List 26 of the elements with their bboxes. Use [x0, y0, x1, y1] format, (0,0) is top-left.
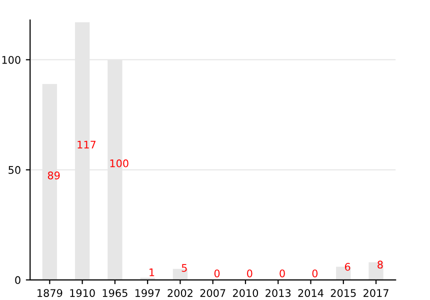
data-label: 0: [247, 269, 252, 278]
bar: [368, 262, 384, 280]
data-label: 100: [110, 159, 128, 168]
y-tick-label: 0: [15, 276, 20, 284]
x-tick-label: 2017: [364, 289, 388, 297]
x-tick-label: 1997: [135, 289, 160, 297]
data-label: 0: [280, 269, 285, 278]
data-label: 0: [312, 269, 318, 278]
x-tick-label: 1879: [38, 289, 62, 297]
x-tick-label: 2013: [266, 289, 291, 297]
x-tick-label: 2014: [298, 289, 324, 297]
data-label: 1: [150, 268, 154, 276]
x-tick-label: 2007: [200, 289, 226, 297]
data-label: 5: [182, 264, 187, 272]
y-tick-label: 100: [2, 56, 20, 64]
data-label: 6: [344, 262, 350, 271]
x-tick-label: 1910: [70, 289, 95, 297]
data-label: 89: [48, 172, 60, 180]
x-tick-label: 2015: [330, 289, 356, 297]
data-label: 117: [78, 140, 96, 148]
data-label: 8: [378, 260, 383, 269]
data-label: 0: [214, 269, 220, 278]
x-tick-label: 1965: [102, 289, 128, 297]
x-tick-label: 2002: [168, 289, 192, 297]
x-tick-label: 2010: [232, 289, 258, 297]
y-tick-label: 50: [8, 166, 20, 174]
